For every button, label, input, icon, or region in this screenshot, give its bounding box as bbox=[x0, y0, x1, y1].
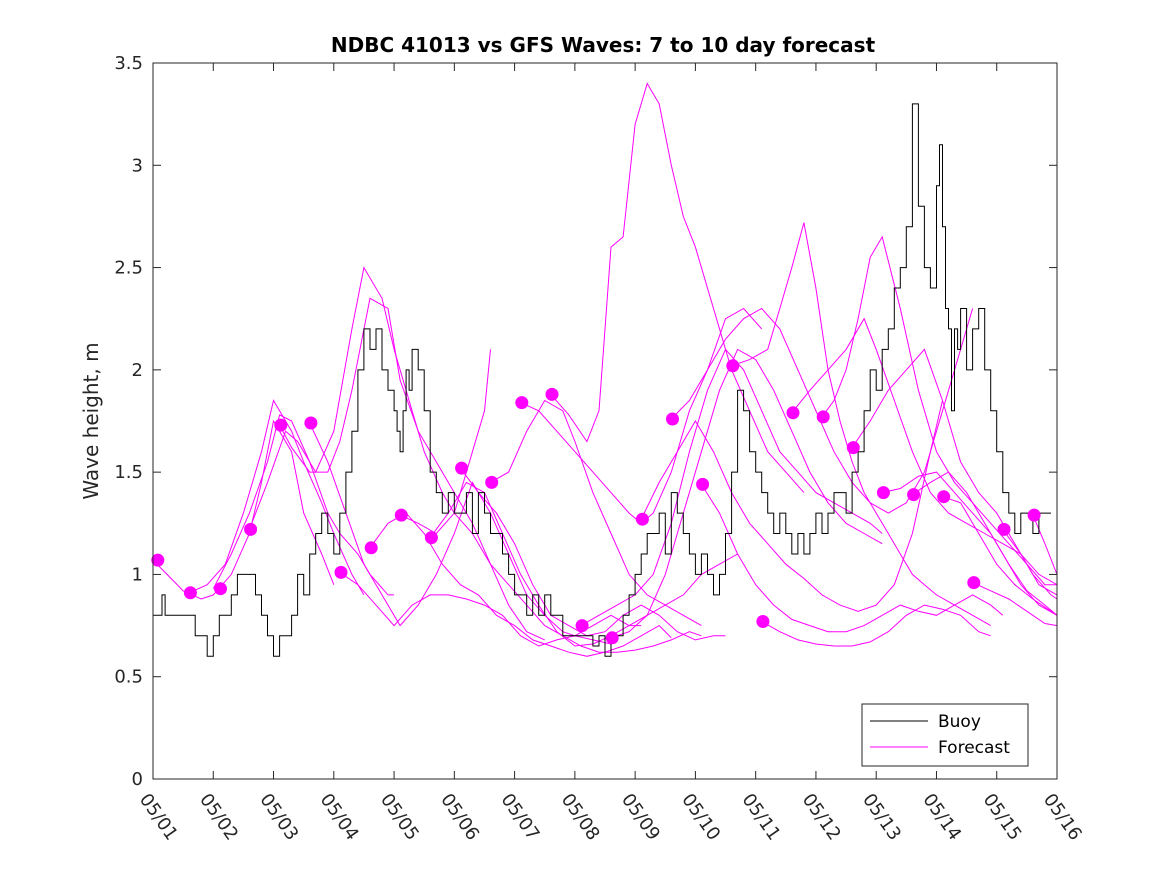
forecast-line bbox=[821, 235, 1057, 586]
x-tick-label: 05/01 bbox=[135, 790, 182, 845]
forecast-point bbox=[666, 412, 679, 426]
x-tick-label: 05/12 bbox=[798, 790, 845, 845]
forecast-lines bbox=[152, 82, 1058, 657]
forecast-line bbox=[972, 582, 1058, 627]
x-tick-label: 05/10 bbox=[677, 790, 724, 845]
forecast-point bbox=[334, 565, 348, 579]
x-tick-label: 05/03 bbox=[255, 790, 302, 845]
forecast-point bbox=[364, 541, 378, 555]
forecast-line bbox=[339, 571, 642, 647]
x-tick-label: 05/02 bbox=[195, 790, 242, 845]
forecast-line bbox=[309, 422, 612, 645]
y-tick-label: 2.5 bbox=[114, 258, 143, 279]
forecast-line bbox=[550, 82, 805, 493]
legend-buoy-label: Buoy bbox=[938, 712, 981, 732]
forecast-point bbox=[151, 553, 165, 567]
x-tick-label: 05/06 bbox=[436, 790, 483, 845]
forecast-point bbox=[816, 410, 830, 424]
x-tick-label: 05/05 bbox=[376, 790, 423, 845]
x-tick-label: 05/15 bbox=[979, 790, 1026, 845]
forecast-point bbox=[515, 396, 529, 410]
forecast-point bbox=[786, 406, 800, 420]
forecast-line bbox=[1032, 514, 1058, 575]
forecast-line bbox=[369, 512, 672, 657]
forecast-line bbox=[700, 484, 1004, 633]
forecast-line bbox=[459, 467, 726, 641]
forecast-point bbox=[876, 486, 890, 500]
x-tick-label: 05/11 bbox=[738, 790, 785, 845]
forecast-point bbox=[304, 416, 318, 430]
x-tick-label: 05/07 bbox=[497, 790, 544, 845]
forecast-point bbox=[726, 359, 740, 373]
forecast-point bbox=[424, 531, 438, 545]
x-tick-label: 05/16 bbox=[1039, 790, 1086, 845]
axis-frame bbox=[152, 62, 1058, 780]
forecast-line bbox=[212, 414, 395, 596]
y-axis-label: Wave height, m bbox=[79, 342, 103, 499]
forecast-point bbox=[274, 418, 288, 432]
forecast-point bbox=[394, 508, 408, 522]
forecast-point bbox=[455, 461, 469, 475]
forecast-point bbox=[605, 631, 619, 645]
y-tick-label: 3 bbox=[132, 155, 143, 176]
legend-forecast-label: Forecast bbox=[938, 738, 1010, 758]
forecast-point bbox=[485, 475, 499, 489]
forecast-line bbox=[399, 512, 702, 653]
y-axis: 0 0.5 1 1.5 2 2.5 3 3.5 bbox=[114, 53, 1057, 790]
forecast-line bbox=[248, 266, 491, 530]
forecast-line bbox=[882, 471, 1058, 616]
forecast-point bbox=[756, 615, 770, 628]
forecast-line bbox=[761, 604, 991, 647]
x-tick-label: 05/14 bbox=[918, 790, 965, 845]
chart-title: NDBC 41013 vs GFS Waves: 7 to 10 day for… bbox=[331, 33, 876, 57]
forecast-line bbox=[791, 317, 1058, 586]
forecast-point bbox=[997, 522, 1011, 536]
forecast-line bbox=[1002, 529, 1058, 596]
x-tick-label: 05/08 bbox=[557, 790, 604, 845]
y-tick-label: 0.5 bbox=[114, 667, 143, 688]
forecast-point bbox=[1027, 508, 1041, 522]
forecast-point bbox=[937, 490, 951, 504]
y-tick-label: 0 bbox=[132, 769, 143, 790]
forecast-line bbox=[490, 399, 738, 606]
forecast-point bbox=[635, 512, 649, 526]
forecast-line bbox=[670, 307, 974, 514]
legend-box bbox=[861, 703, 1029, 767]
forecast-point bbox=[244, 522, 258, 536]
forecast-point bbox=[183, 586, 197, 600]
forecast-line bbox=[731, 222, 991, 627]
forecast-line bbox=[640, 400, 943, 612]
forecast-line bbox=[912, 471, 1058, 616]
x-tick-label: 05/09 bbox=[617, 790, 664, 845]
forecast-point bbox=[967, 576, 981, 590]
forecast-line bbox=[429, 481, 702, 647]
forecast-line bbox=[279, 297, 545, 641]
forecast-points bbox=[151, 359, 1041, 645]
forecast-line bbox=[942, 496, 1058, 616]
buoy-line bbox=[153, 103, 1051, 657]
plot-area bbox=[151, 82, 1058, 657]
buoy-series bbox=[153, 103, 1051, 657]
forecast-point bbox=[907, 488, 921, 502]
forecast-point bbox=[846, 441, 860, 455]
y-tick-label: 3.5 bbox=[114, 53, 143, 74]
forecast-point bbox=[696, 477, 710, 491]
forecast-point bbox=[575, 619, 589, 633]
forecast-line bbox=[520, 307, 763, 524]
forecast-line bbox=[610, 348, 883, 639]
forecast-point bbox=[214, 582, 227, 596]
y-tick-label: 2 bbox=[132, 360, 143, 381]
forecast-line bbox=[152, 419, 335, 600]
forecast-point bbox=[545, 387, 559, 401]
x-tick-label: 05/13 bbox=[858, 790, 905, 845]
x-tick-label: 05/04 bbox=[316, 790, 363, 845]
legend: Buoy Forecast bbox=[861, 703, 1029, 767]
y-tick-label: 1 bbox=[132, 564, 143, 585]
y-tick-label: 1.5 bbox=[114, 462, 143, 483]
